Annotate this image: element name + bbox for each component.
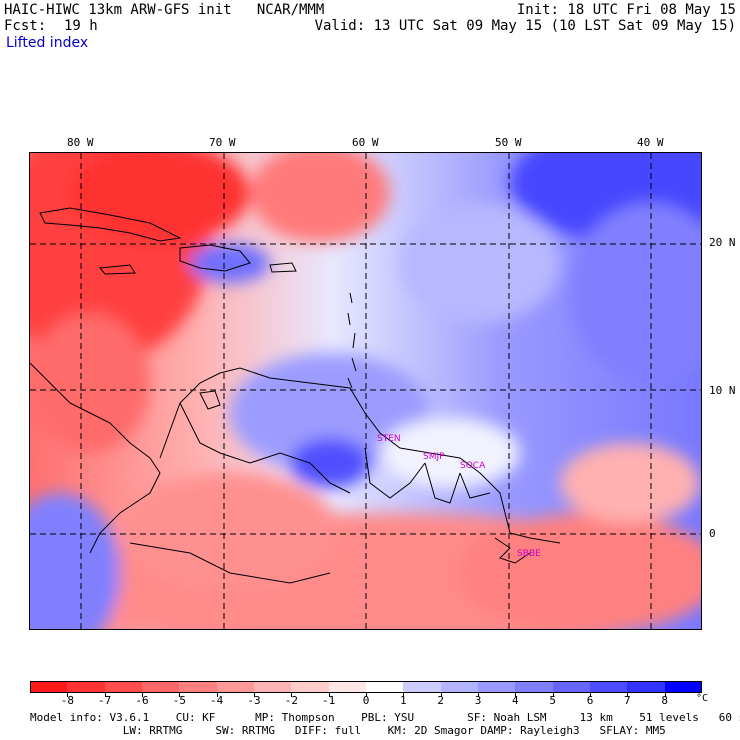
- colorbar-segment: [179, 681, 218, 693]
- colorbar-tick: [403, 693, 405, 697]
- valid-time: Valid: 13 UTC Sat 09 May 15 (10 LST Sat …: [314, 18, 736, 34]
- lat-label-20n: 20 N: [709, 236, 736, 249]
- colorbar-tick-label: 7: [624, 694, 631, 707]
- colorbar-segment: [590, 681, 628, 693]
- colorbar-tick: [440, 693, 442, 697]
- model-title: HAIC-HIWC 13km ARW-GFS init NCAR/MMM: [4, 2, 325, 18]
- colorbar-tick-label: -2: [284, 694, 298, 707]
- colorbar-tick-label: -7: [98, 694, 112, 707]
- colorbar-tick: [627, 693, 629, 697]
- colorbar-segment: [478, 681, 516, 693]
- colorbar-tick-label: 4: [512, 694, 519, 707]
- colorbar-tick: [515, 693, 517, 697]
- colorbar-tick-label: 5: [549, 694, 556, 707]
- colorbar-tick: [552, 693, 554, 697]
- colorbar-segment: [440, 681, 479, 693]
- colorbar-tick: [328, 693, 330, 697]
- colorbar-tick: [142, 693, 143, 697]
- colorbar-tick-label: 2: [437, 694, 444, 707]
- lon-label-60w: 60 W: [352, 136, 379, 149]
- colorbar-tick: [254, 693, 255, 697]
- colorbar-segment: [366, 681, 404, 693]
- colorbar-tick: [664, 693, 666, 697]
- lon-label-80w: 80 W: [67, 136, 94, 149]
- colorbar-segment: [627, 681, 666, 693]
- colorbar-segment: [328, 681, 367, 693]
- station-label-smjp: SMJP: [423, 452, 445, 462]
- colorbar-segment: [254, 681, 292, 693]
- colorbar-tick: [590, 693, 591, 697]
- colorbar-tick: [179, 693, 181, 697]
- lifted-index-map: STEN SMJP SOCA SBBE: [29, 152, 702, 630]
- latlon-grid: [30, 153, 701, 629]
- colorbar-tick-label: 1: [400, 694, 407, 707]
- field-shading: [30, 153, 701, 629]
- lon-label-70w: 70 W: [209, 136, 236, 149]
- colorbar-tick-label: -3: [247, 694, 261, 707]
- map-canvas: STEN SMJP SOCA SBBE: [30, 153, 701, 629]
- colorbar-tick-label: 0: [362, 694, 370, 707]
- colorbar-tick: [478, 693, 479, 697]
- field-name: Lifted index: [6, 35, 89, 51]
- lon-label-50w: 50 W: [495, 136, 522, 149]
- colorbar-segment: [216, 681, 255, 693]
- station-label-sten: STEN: [377, 434, 401, 444]
- colorbar-segment: [142, 681, 180, 693]
- colorbar-segment: [104, 681, 143, 693]
- model-info-line-2: LW: RRTMG SW: RRTMG DIFF: full KM: 2D Sm…: [30, 724, 666, 737]
- colorbar-tick: [291, 693, 293, 697]
- colorbar-tick: [67, 693, 69, 697]
- model-info-line-1: Model info: V3.6.1 CU: KF MP: Thompson P…: [30, 711, 740, 724]
- colorbar-tick-label: 8: [661, 694, 668, 707]
- lon-label-40w: 40 W: [637, 136, 664, 149]
- colorbar-segment: [67, 681, 106, 693]
- lat-label-0: 0: [709, 527, 716, 540]
- colorbar-tick-label: 3: [474, 694, 482, 707]
- colorbar-tick-label: -8: [60, 694, 74, 707]
- colorbar-segment: [515, 681, 554, 693]
- colorbar-tick-label: 6: [586, 694, 594, 707]
- coastlines: [30, 207, 561, 584]
- colorbar-tick-label: -6: [135, 694, 149, 707]
- station-label-sbbe: SBBE: [517, 549, 541, 559]
- colorbar-segment: [403, 681, 442, 693]
- colorbar-tick-label: -5: [172, 694, 186, 707]
- station-label-soca: SOCA: [460, 461, 486, 471]
- colorbar-tick: [366, 693, 367, 697]
- colorbar-segment: [552, 681, 591, 693]
- lat-label-10n: 10 N: [709, 384, 736, 397]
- forecast-label: Fcst:: [4, 18, 47, 34]
- colorbar-tick-label: -4: [210, 694, 224, 707]
- colorbar-tick: [104, 693, 106, 697]
- colorbar-unit: °C: [695, 693, 709, 704]
- colorbar-tick: [216, 693, 218, 697]
- forecast-value: 19 h: [64, 18, 98, 34]
- colorbar-tick-label: -1: [322, 694, 336, 707]
- colorbar-segment: [291, 681, 330, 693]
- colorbar-segment: [30, 681, 68, 693]
- colorbar-outline: [30, 681, 702, 693]
- init-time: Init: 18 UTC Fri 08 May 15: [516, 2, 736, 18]
- colorbar-segment: [664, 681, 703, 693]
